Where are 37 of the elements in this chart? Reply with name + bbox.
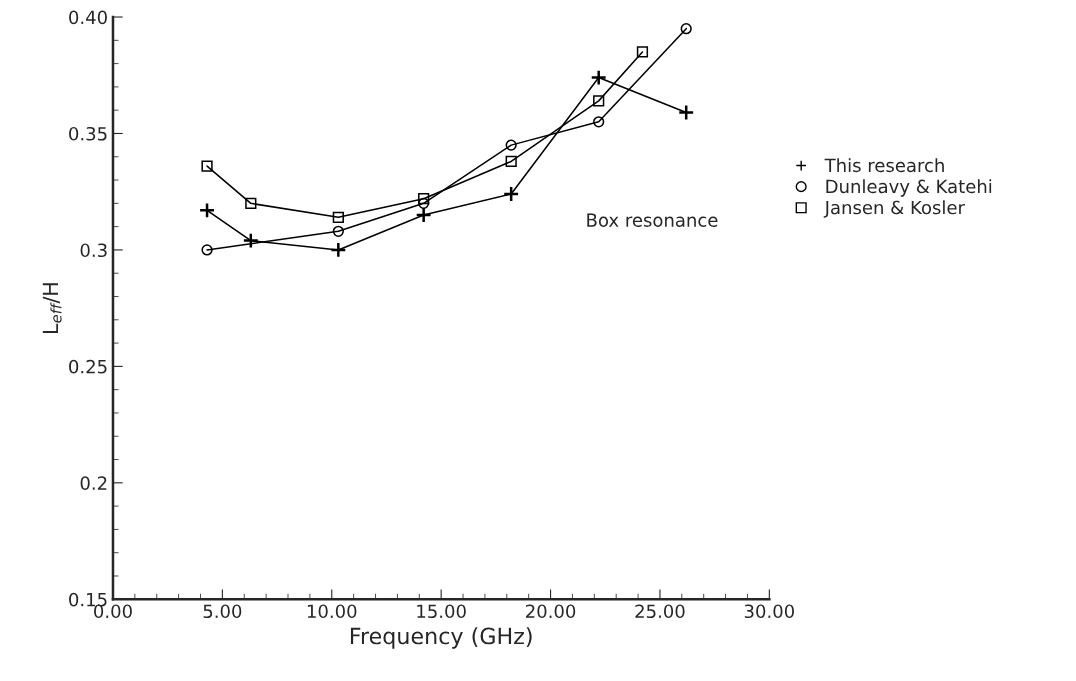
y-tick-label: 0.2 [80,476,107,490]
annotation: Box resonance [587,213,718,227]
point [505,155,517,168]
x-tick-label: 20.00 [526,604,576,619]
point [636,46,649,58]
x-tick-label: 15.00 [417,604,466,619]
point [418,193,430,205]
point [418,197,430,209]
point [201,160,213,172]
point [678,104,695,121]
x-tick-label: 5.00 [203,604,242,619]
point [593,95,605,107]
x-tick-label: 10.00 [307,604,357,619]
point [332,225,344,237]
point [201,244,213,256]
point [198,202,216,219]
point [590,69,607,86]
legend-label: This research [824,158,944,173]
point [330,241,347,259]
point [332,211,344,223]
point [415,206,432,224]
y-tick-label: 0.25 [69,359,107,374]
point [680,23,692,35]
legend-label: Jansen & Kosler [823,200,965,218]
x-tick-label: 30.00 [744,604,794,619]
y-axis-title: L$_{eff}$/H [42,283,62,334]
x-tick-label: 25.00 [635,604,685,619]
legend-label: Dunleavy & Katehi [826,179,992,197]
point [505,139,517,151]
y-tick-label: 0.3 [80,243,107,258]
point [502,185,520,203]
point [593,116,605,128]
x-axis-title: Frequency (GHz) [350,627,532,649]
point [242,232,260,249]
point [245,197,257,209]
y-tick-label: 0.35 [69,126,107,141]
y-tick-label: 0.40 [69,10,107,25]
